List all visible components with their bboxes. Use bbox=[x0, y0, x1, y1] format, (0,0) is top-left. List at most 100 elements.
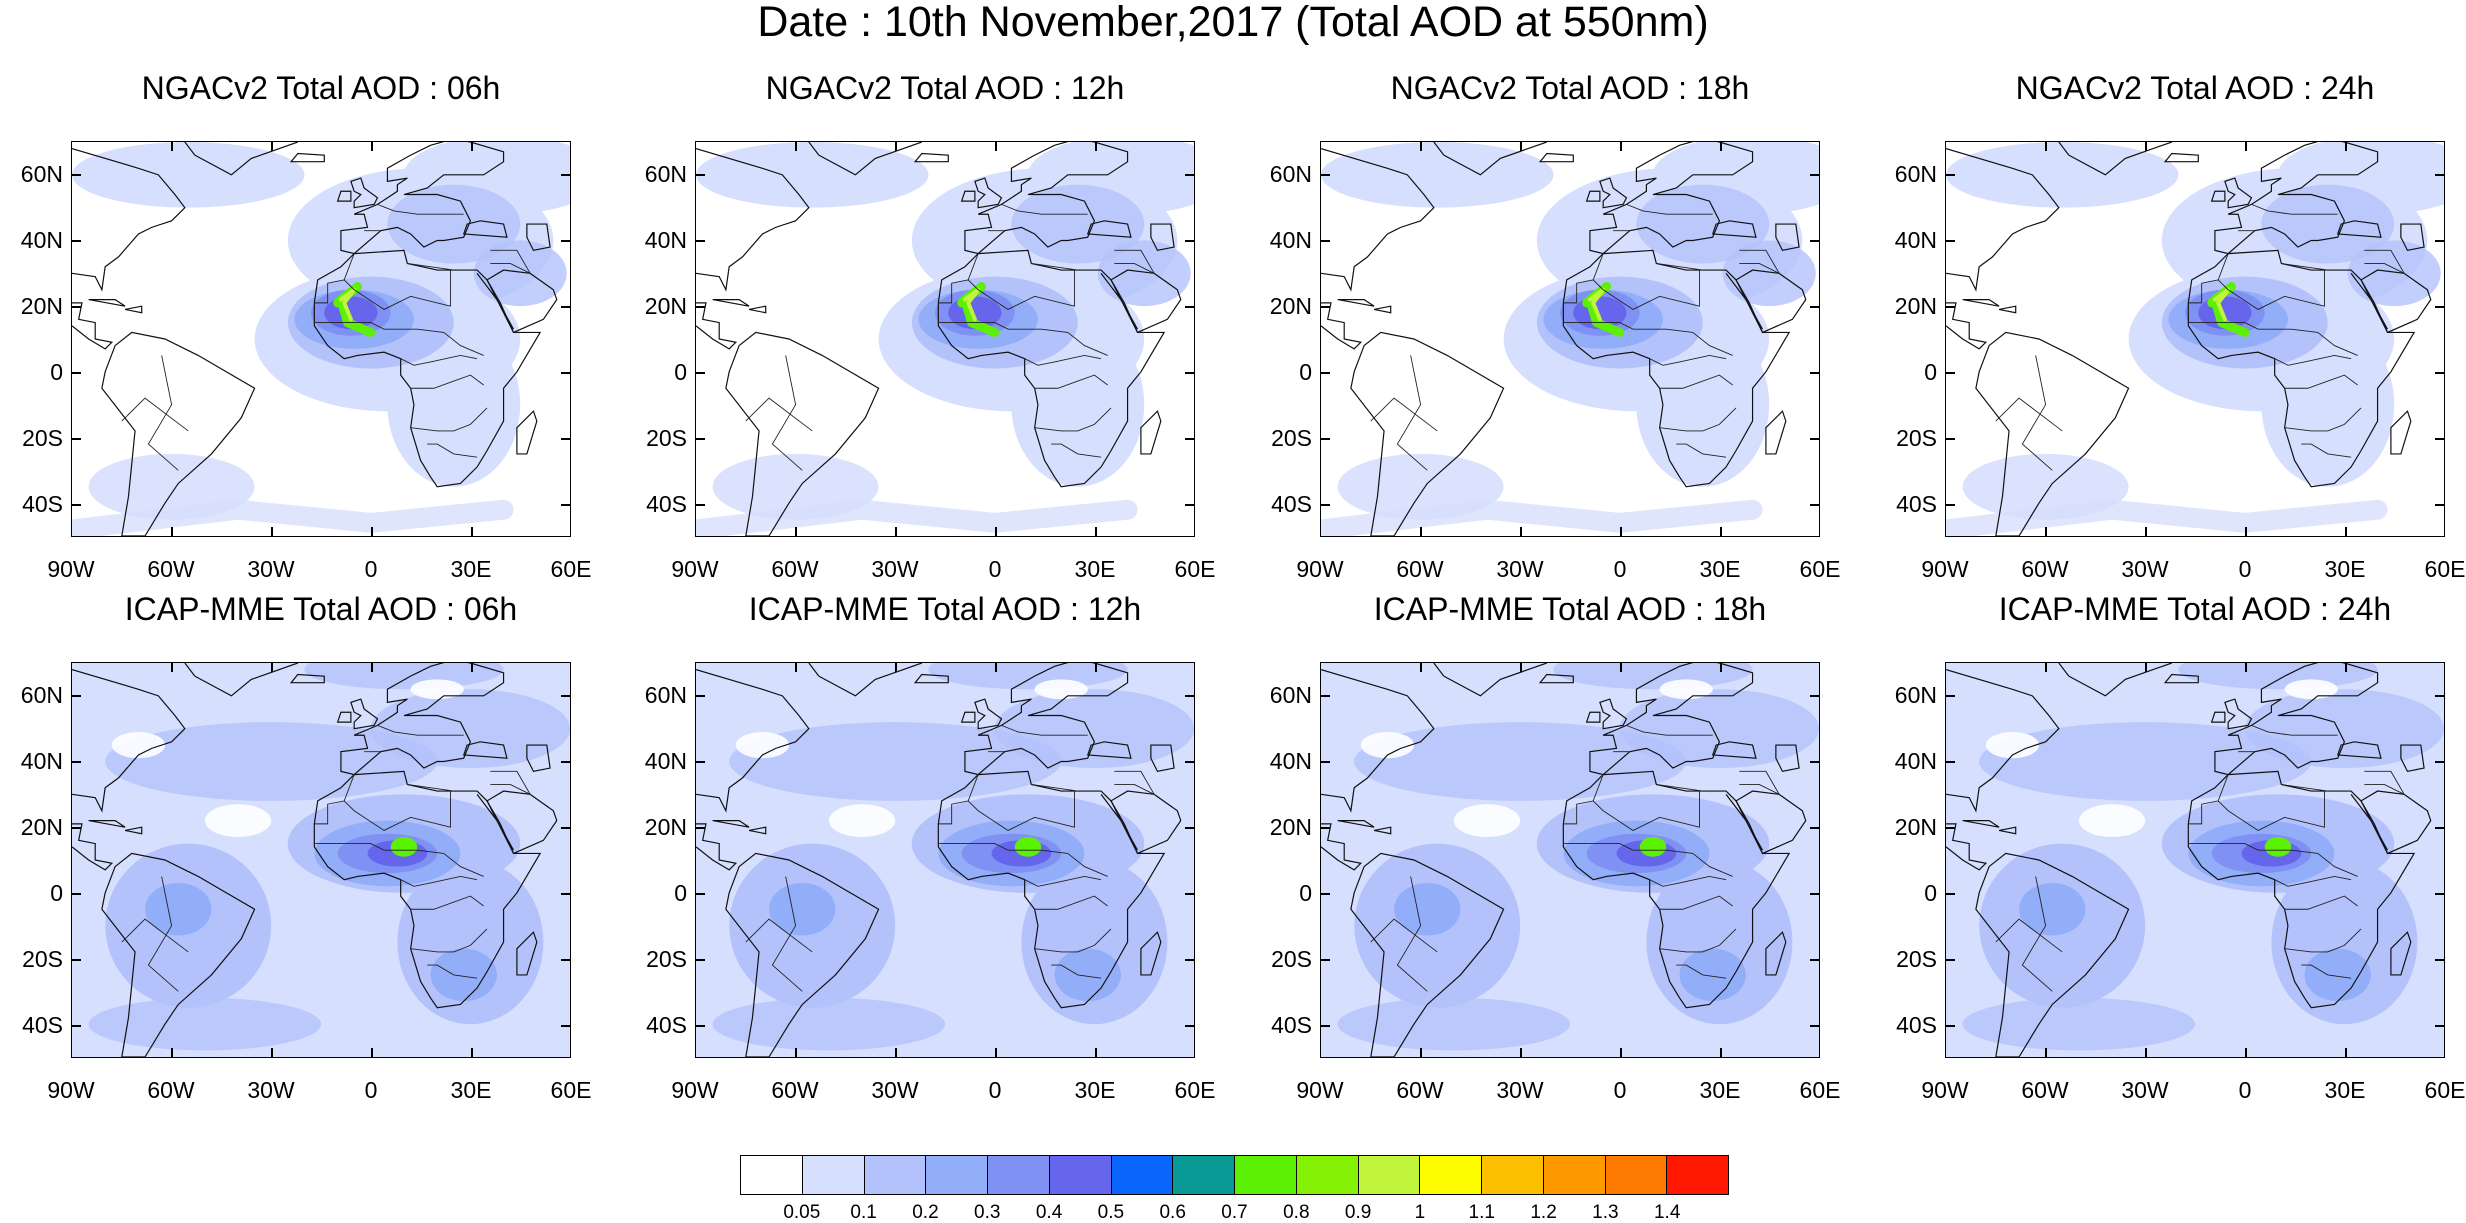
lat-tick bbox=[2435, 438, 2444, 440]
lon-tick bbox=[1095, 142, 1097, 151]
colorbar-box bbox=[864, 1156, 927, 1194]
lat-tick bbox=[561, 695, 570, 697]
lon-tick bbox=[371, 1048, 373, 1057]
lat-tick bbox=[1946, 504, 1955, 506]
lat-tick bbox=[1810, 174, 1819, 176]
lat-tick bbox=[1810, 959, 1819, 961]
colorbar-box bbox=[1667, 1156, 1728, 1194]
aod-field bbox=[1321, 663, 1819, 1057]
lon-tick bbox=[271, 142, 273, 151]
lat-tick bbox=[72, 893, 81, 895]
lat-tick bbox=[1946, 761, 1955, 763]
lat-tick bbox=[561, 761, 570, 763]
colorbar-box bbox=[1296, 1156, 1359, 1194]
lat-tick bbox=[2435, 504, 2444, 506]
lon-tick-label: 30W bbox=[2121, 1077, 2169, 1103]
lon-tick bbox=[2345, 142, 2347, 151]
lon-tick-label: 60W bbox=[147, 556, 195, 582]
lon-tick bbox=[795, 663, 797, 672]
lon-tick bbox=[795, 1048, 797, 1057]
lon-tick bbox=[371, 663, 373, 672]
lat-tick bbox=[2435, 372, 2444, 374]
lat-tick-label: 20N bbox=[20, 293, 63, 319]
lat-tick bbox=[72, 438, 81, 440]
lon-tick-label: 0 bbox=[2238, 1077, 2252, 1103]
lat-tick bbox=[72, 306, 81, 308]
coastlines bbox=[696, 142, 1182, 536]
lat-tick-label: 40S bbox=[22, 1012, 63, 1038]
lat-tick-label: 60N bbox=[644, 682, 687, 708]
lat-tick bbox=[1946, 893, 1955, 895]
lat-tick bbox=[561, 306, 570, 308]
lat-tick bbox=[696, 306, 705, 308]
lat-tick bbox=[1946, 1025, 1955, 1027]
lat-tick bbox=[1810, 1025, 1819, 1027]
lat-tick-label: 20N bbox=[1269, 293, 1312, 319]
colorbar-label: 0.05 bbox=[783, 1202, 821, 1223]
lon-tick bbox=[1095, 527, 1097, 536]
colorbar-box bbox=[1482, 1156, 1544, 1194]
ngac-aod-map bbox=[695, 141, 1195, 537]
panel-title: NGACv2 Total AOD : 12h bbox=[765, 70, 1125, 106]
lon-tick bbox=[471, 527, 473, 536]
lon-tick-label: 90W bbox=[1296, 556, 1344, 582]
lat-tick-label: 20N bbox=[1894, 814, 1937, 840]
lon-tick-label: 30W bbox=[1496, 556, 1544, 582]
icap-aod-map bbox=[1945, 662, 2445, 1058]
lon-tick-label: 0 bbox=[364, 1077, 378, 1103]
lat-tick bbox=[1185, 1025, 1194, 1027]
lon-tick bbox=[2145, 663, 2147, 672]
lat-tick bbox=[1185, 893, 1194, 895]
colorbar-label: 0.2 bbox=[912, 1202, 939, 1223]
lat-tick bbox=[2435, 174, 2444, 176]
lat-tick bbox=[2435, 959, 2444, 961]
lat-tick bbox=[1185, 504, 1194, 506]
lat-tick bbox=[2435, 827, 2444, 829]
lat-tick bbox=[696, 504, 705, 506]
lon-tick bbox=[2045, 527, 2047, 536]
lon-tick-label: 30E bbox=[1074, 556, 1116, 582]
lon-tick bbox=[2345, 663, 2347, 672]
lat-tick bbox=[561, 438, 570, 440]
lat-tick-label: 40S bbox=[1896, 491, 1937, 517]
lat-tick-label: 60N bbox=[644, 161, 687, 187]
lon-tick-label: 30E bbox=[2324, 556, 2366, 582]
lat-tick-label: 60N bbox=[1269, 161, 1312, 187]
lon-tick-label: 30W bbox=[247, 556, 295, 582]
colorbar-box bbox=[802, 1156, 865, 1194]
lat-tick bbox=[561, 504, 570, 506]
lon-tick bbox=[795, 527, 797, 536]
lat-tick-label: 20S bbox=[1271, 946, 1312, 972]
lat-tick bbox=[1321, 438, 1330, 440]
lon-tick-label: 0 bbox=[364, 556, 378, 582]
lat-tick bbox=[1810, 695, 1819, 697]
lat-tick bbox=[72, 959, 81, 961]
lon-tick bbox=[2145, 1048, 2147, 1057]
icap-aod-map bbox=[71, 662, 571, 1058]
lat-tick-label: 40N bbox=[644, 227, 687, 253]
lat-tick bbox=[1810, 438, 1819, 440]
lat-tick-label: 20S bbox=[646, 425, 687, 451]
lat-tick-label: 40N bbox=[1269, 227, 1312, 253]
lon-tick bbox=[271, 1048, 273, 1057]
lat-tick-label: 60N bbox=[1894, 682, 1937, 708]
lat-tick bbox=[1946, 240, 1955, 242]
coastlines bbox=[696, 663, 1182, 1057]
lat-tick-label: 60N bbox=[1894, 161, 1937, 187]
panel-title: ICAP-MME Total AOD : 06h bbox=[124, 591, 518, 627]
lat-tick bbox=[561, 893, 570, 895]
lon-tick bbox=[1620, 142, 1622, 151]
lon-tick-label: 30E bbox=[1699, 1077, 1741, 1103]
coastlines bbox=[1321, 663, 1807, 1057]
lat-tick-label: 0 bbox=[1924, 359, 1937, 385]
lat-tick bbox=[1946, 306, 1955, 308]
lat-tick-label: 0 bbox=[674, 359, 687, 385]
lat-tick-label: 40N bbox=[1894, 227, 1937, 253]
lon-tick bbox=[1520, 1048, 1522, 1057]
colorbar-box bbox=[1358, 1156, 1421, 1194]
lon-tick bbox=[471, 663, 473, 672]
lat-tick-label: 40S bbox=[1896, 1012, 1937, 1038]
lon-tick-label: 30W bbox=[2121, 556, 2169, 582]
lat-tick bbox=[1185, 174, 1194, 176]
ngac-aod-map bbox=[71, 141, 571, 537]
